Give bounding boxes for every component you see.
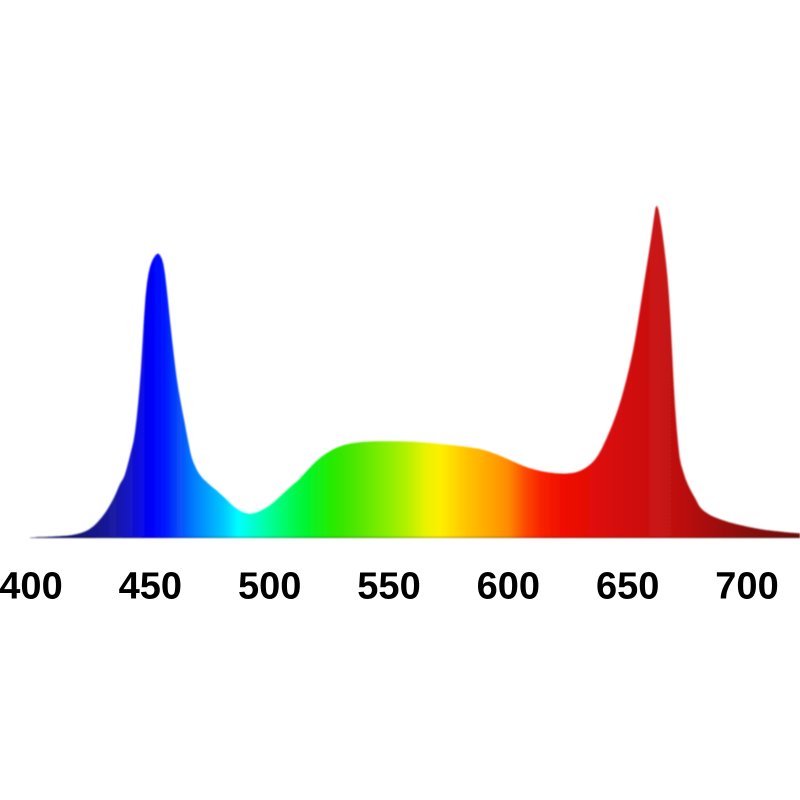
svg-text:550: 550: [357, 566, 420, 608]
svg-text:500: 500: [238, 566, 301, 608]
svg-text:650: 650: [596, 566, 659, 608]
svg-text:400: 400: [0, 566, 63, 608]
svg-text:600: 600: [477, 566, 540, 608]
svg-text:700: 700: [715, 566, 778, 608]
svg-text:450: 450: [119, 566, 182, 608]
